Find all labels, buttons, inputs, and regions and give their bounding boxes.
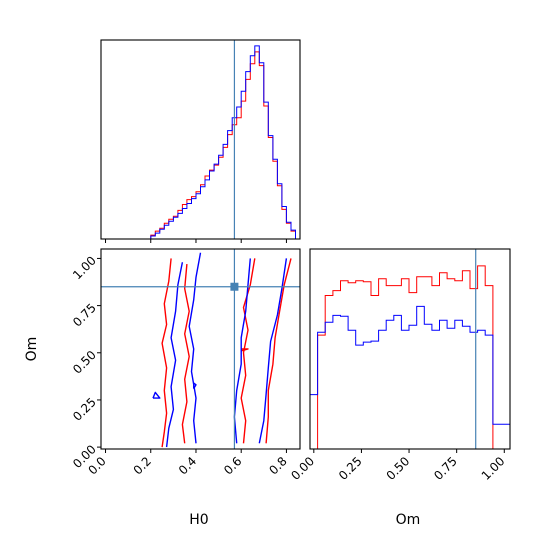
om-histogram-frame <box>309 248 511 450</box>
h0-marginal-panel <box>100 39 301 243</box>
om-y-tick-label: 1.00 <box>70 253 99 282</box>
h0-x-tick-label: 0.2 <box>131 454 154 477</box>
h0-x-tick-label: 0.6 <box>221 454 244 477</box>
om-marginal-panel: 0.00 0.25 0.50 0.75 1.00 <box>288 248 511 483</box>
om-y-tick-label: 0.75 <box>70 301 99 330</box>
contour-series-2-level-2 <box>188 252 202 444</box>
contour-series-2-level-5 <box>152 391 161 399</box>
om-x-tick-label: 0.25 <box>336 454 365 483</box>
om-histogram-series-1 <box>310 265 510 449</box>
om-x-tick-label: 0.00 <box>288 454 317 483</box>
h0-histogram-frame <box>100 39 301 240</box>
contour-frame <box>100 248 301 450</box>
om-y-tick-label: 0.50 <box>70 348 99 377</box>
contour-series-2-level-1 <box>165 262 184 448</box>
contour-series-1-level-5 <box>240 348 249 352</box>
h0-x-tick-label: 0.8 <box>266 454 289 477</box>
x-axis-label-h0: H0 <box>189 512 208 528</box>
truth-marker <box>230 282 239 291</box>
contour-series-1-level-1 <box>161 258 172 448</box>
contour-series-1-level-4 <box>265 258 292 444</box>
contour-series-2-level-4 <box>258 258 288 444</box>
y-axis-label-om: Om <box>24 337 40 362</box>
om-y-tick-label: 0.25 <box>70 395 99 424</box>
om-x-tick-label: 1.00 <box>479 454 508 483</box>
om-x-tick-label: 0.75 <box>431 454 460 483</box>
om-x-tick-label: 0.50 <box>384 454 413 483</box>
contour-series-1-level-2 <box>181 264 190 444</box>
h0-om-contour-panel: 0.0 0.2 0.4 0.6 0.80.000.250.500.751.00 <box>70 248 301 477</box>
contour-series-2-level-6 <box>193 382 197 389</box>
om-histogram-series-2 <box>310 305 510 449</box>
h0-x-tick-label: 0.4 <box>176 454 199 477</box>
h0-histogram-series-2 <box>150 45 296 239</box>
x-axis-label-om: Om <box>396 512 421 528</box>
